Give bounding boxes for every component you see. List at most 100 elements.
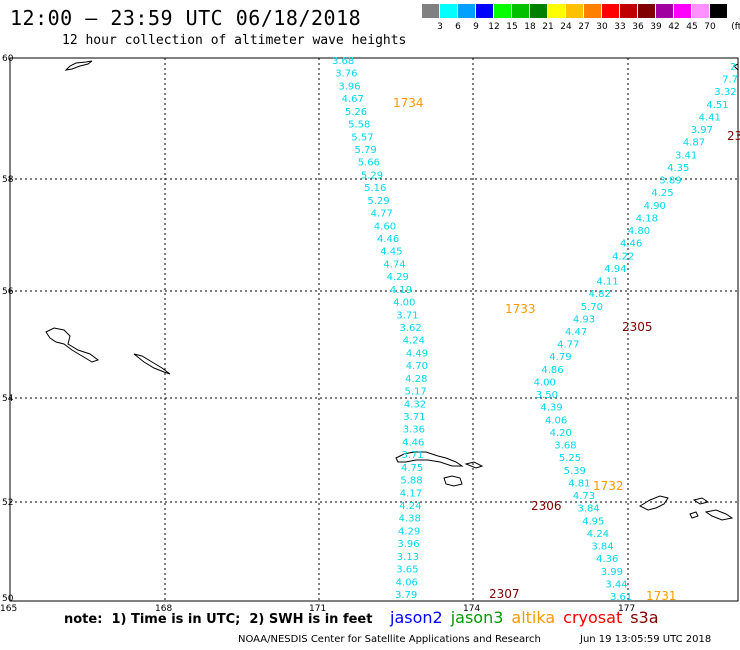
- legend-label: 24: [560, 22, 572, 32]
- legend-label: 70: [704, 22, 716, 32]
- swh-value: 5.70: [581, 302, 603, 313]
- swh-value: 4.36: [596, 554, 618, 565]
- swh-value: 4.80: [628, 226, 650, 237]
- swh-value: 4.46: [377, 234, 399, 245]
- legend-label: 36: [632, 22, 644, 32]
- swh-value: 4.00: [393, 298, 415, 309]
- swh-value: 3.44: [605, 579, 627, 590]
- footer-credit: NOAA/NESDIS Center for Satellite Applica…: [238, 634, 541, 645]
- page-subtitle: 12 hour collection of altimeter wave hei…: [62, 33, 407, 48]
- legend-swatch: [584, 4, 602, 18]
- legend-label: 15: [506, 22, 518, 32]
- lon-gridlines: [164, 58, 629, 601]
- swh-value: 4.93: [573, 314, 595, 325]
- island-attu: [395, 451, 464, 467]
- swh-value: 4.29: [387, 272, 409, 283]
- swh-value: 3.79: [395, 590, 417, 601]
- lat-label: 56: [2, 287, 14, 297]
- time-label: 1732: [593, 479, 624, 493]
- swh-value: 3.68: [554, 441, 576, 452]
- swh-value: 3.65: [396, 565, 418, 576]
- swh-value: 3.97: [691, 125, 713, 136]
- swh-value: 4.00: [534, 378, 556, 389]
- swh-value: 2: [730, 62, 736, 73]
- satellite-name: s3a: [630, 608, 659, 627]
- legend-label: 39: [650, 22, 662, 32]
- time-label: 2306: [531, 499, 562, 513]
- swh-value: 4.24: [403, 336, 425, 347]
- page-title: 12:00 – 23:59 UTC 06/18/2018: [10, 6, 362, 30]
- swh-value: 3.84: [591, 542, 613, 553]
- footer-note: note: 1) Time is in UTC; 2) SWH is in fe…: [64, 612, 373, 627]
- swh-value: 4.11: [596, 277, 618, 288]
- swh-value: 4.45: [380, 247, 402, 258]
- lon-label: 177: [618, 604, 635, 614]
- legend-swatch: [656, 4, 674, 18]
- lat-label: 60: [2, 54, 14, 64]
- time-label: 23: [727, 129, 740, 143]
- swh-value: 5.16: [364, 183, 386, 194]
- track-b: 2 7.73.32 4.51 4.413.97 4.873.41 4.35 3.894.25…: [534, 62, 738, 603]
- swh-value: 4.90: [644, 201, 666, 212]
- time-label: 1733: [505, 302, 536, 316]
- swh-value: 3.50: [536, 390, 558, 401]
- swh-value: 3.13: [397, 552, 419, 563]
- track-a: 3.683.763.964.675.265.585.575.795.665.29…: [332, 56, 428, 601]
- island-rat: [692, 497, 710, 505]
- swh-value: 4.60: [374, 221, 396, 232]
- satellite-name: altika: [511, 608, 556, 627]
- legend-label: 21: [542, 22, 554, 32]
- swh-value: 4.49: [406, 348, 428, 359]
- island-semichi: [464, 461, 484, 469]
- lon-label: 171: [309, 604, 326, 614]
- legend-swatch: [620, 4, 638, 18]
- swh-value: 5.25: [559, 453, 581, 464]
- swh-value: 4.46: [620, 239, 642, 250]
- legend-label: 12: [488, 22, 500, 32]
- swh-value: 4.77: [371, 209, 393, 220]
- swh-value: 3.76: [335, 69, 357, 80]
- swh-value: 5.58: [348, 120, 370, 131]
- swh-value: 4.41: [699, 113, 721, 124]
- swh-value: 4.47: [565, 327, 587, 338]
- swh-value: 4.18: [636, 213, 658, 224]
- swh-value: 3.99: [601, 567, 623, 578]
- legend-swatch: [440, 4, 458, 18]
- swh-value: 4.51: [706, 100, 728, 111]
- swh-value: 4.20: [550, 428, 572, 439]
- swh-value: 4.19: [390, 285, 412, 296]
- island-medny: [133, 353, 171, 375]
- legend-swatch: [674, 4, 692, 18]
- swh-value: 4.22: [612, 251, 634, 262]
- time-label: 1734: [393, 96, 424, 110]
- swh-value: 5.26: [345, 107, 367, 118]
- lat-label: 58: [2, 175, 14, 185]
- time-label: 1731: [646, 589, 677, 603]
- footer-timestamp: Jun 19 13:05:59 UTC 2018: [580, 634, 712, 645]
- swh-value: 5.88: [400, 476, 422, 487]
- swh-value: 5.66: [358, 158, 380, 169]
- legend-label: 6: [455, 22, 461, 32]
- map-frame: [9, 57, 739, 602]
- swh-value: 4.86: [541, 365, 563, 376]
- swh-value: 4.25: [651, 188, 673, 199]
- swh-value: 3.71: [402, 450, 424, 461]
- legend-label: 33: [614, 22, 626, 32]
- island-agattu: [443, 475, 463, 487]
- swh-value: 3.84: [578, 504, 600, 515]
- swh-value: 4.95: [582, 516, 604, 527]
- coastlines: [45, 60, 739, 521]
- swh-value: 4.82: [589, 289, 611, 300]
- swh-value: 4.29: [398, 526, 420, 537]
- island-small-1: [689, 511, 699, 519]
- legend-swatch: [566, 4, 584, 18]
- swh-value: 4.87: [683, 138, 705, 149]
- legend-swatch: [548, 4, 566, 18]
- swh-value: 3.71: [396, 310, 418, 321]
- legend-swatch: [476, 4, 494, 18]
- swh-value: 3.36: [403, 425, 425, 436]
- legend-swatch: [530, 4, 548, 18]
- swh-value: 3.62: [400, 323, 422, 334]
- swh-value: 4.35: [667, 163, 689, 174]
